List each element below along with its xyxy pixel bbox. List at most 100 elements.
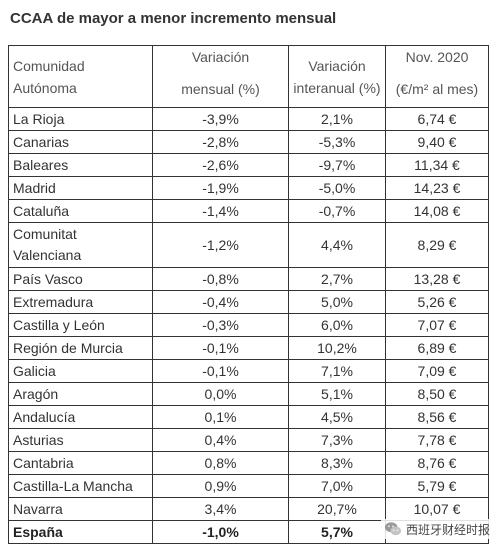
cell-region: Madrid	[8, 176, 153, 200]
cell-region: Aragón	[8, 382, 153, 406]
cell-region: Comunitat Valenciana	[8, 222, 153, 268]
cell-monthly: 0,0%	[152, 382, 289, 406]
table-row: Cataluña -1,4% -0,7% 14,08 €	[8, 199, 489, 223]
cell-price: 9,40 €	[385, 130, 489, 154]
cell-monthly: 3,4%	[152, 497, 289, 521]
cell-region: País Vasco	[8, 267, 153, 291]
cell-monthly: -0,1%	[152, 359, 289, 383]
cell-yearly: 8,3%	[288, 451, 386, 475]
cell-price: 5,79 €	[385, 474, 489, 498]
cell-region: Baleares	[8, 153, 153, 177]
cell-monthly: -0,8%	[152, 267, 289, 291]
cell-monthly: 0,9%	[152, 474, 289, 498]
table-row: Baleares -2,6% -9,7% 11,34 €	[8, 153, 489, 177]
cell-price: 8,76 €	[385, 451, 489, 475]
cell-yearly: 2,7%	[288, 267, 386, 291]
cell-monthly: -3,9%	[152, 107, 289, 131]
cell-monthly: -1,2%	[152, 222, 289, 268]
cell-region: Andalucía	[8, 405, 153, 429]
wechat-icon	[384, 522, 402, 536]
cell-yearly: -5,0%	[288, 176, 386, 200]
table-row: Galicia -0,1% 7,1% 7,09 €	[8, 359, 489, 383]
page-title: CCAA de mayor a menor incremento mensual	[10, 10, 337, 27]
cell-yearly: 2,1%	[288, 107, 386, 131]
cell-yearly: 20,7%	[288, 497, 386, 521]
table-header-row: Comunidad Autónoma Variación mensual (%)…	[8, 45, 489, 108]
cell-yearly: -5,3%	[288, 130, 386, 154]
cell-yearly: 5,0%	[288, 290, 386, 314]
table-row: Castilla-La Mancha 0,9% 7,0% 5,79 €	[8, 474, 489, 498]
cell-monthly: -1,4%	[152, 199, 289, 223]
cell-region: Galicia	[8, 359, 153, 383]
cell-price: 8,50 €	[385, 382, 489, 406]
cell-region: Navarra	[8, 497, 153, 521]
header-yearly: Variación interanual (%)	[288, 45, 386, 108]
table-row: Madrid -1,9% -5,0% 14,23 €	[8, 176, 489, 200]
cell-yearly: 6,0%	[288, 313, 386, 337]
rent-variation-table: Comunidad Autónoma Variación mensual (%)…	[8, 45, 489, 544]
cell-price: 7,07 €	[385, 313, 489, 337]
table-row: Cantabria 0,8% 8,3% 8,76 €	[8, 451, 489, 475]
cell-price: 11,34 €	[385, 153, 489, 177]
cell-region: Canarias	[8, 130, 153, 154]
header-monthly: Variación mensual (%)	[152, 45, 289, 108]
cell-price: 8,29 €	[385, 222, 489, 268]
cell-monthly: 0,8%	[152, 451, 289, 475]
cell-monthly: -0,3%	[152, 313, 289, 337]
cell-price: 7,09 €	[385, 359, 489, 383]
cell-price: 13,28 €	[385, 267, 489, 291]
cell-price: 14,23 €	[385, 176, 489, 200]
cell-monthly: 0,4%	[152, 428, 289, 452]
header-monthly-line1: Variación	[191, 49, 250, 65]
table-row: Navarra 3,4% 20,7% 10,07 €	[8, 497, 489, 521]
cell-price: 6,74 €	[385, 107, 489, 131]
header-monthly-line2: mensual (%)	[181, 81, 260, 97]
cell-yearly: 7,3%	[288, 428, 386, 452]
cell-region: Extremadura	[8, 290, 153, 314]
cell-monthly: -2,8%	[152, 130, 289, 154]
watermark-text: 西班牙财经时报	[405, 522, 490, 537]
table-row: País Vasco -0,8% 2,7% 13,28 €	[8, 267, 489, 291]
table-row: Extremadura -0,4% 5,0% 5,26 €	[8, 290, 489, 314]
cell-price: 6,89 €	[385, 336, 489, 360]
table-row: Aragón 0,0% 5,1% 8,50 €	[8, 382, 489, 406]
cell-monthly: -1,0%	[152, 520, 289, 544]
table-row: Comunitat Valenciana -1,2% 4,4% 8,29 €	[8, 222, 489, 268]
table-body: La Rioja -3,9% 2,1% 6,74 € Canarias -2,8% -5,…	[8, 107, 489, 544]
cell-region: Región de Murcia	[8, 336, 153, 360]
cell-yearly: 10,2%	[288, 336, 386, 360]
cell-monthly: -0,4%	[152, 290, 289, 314]
cell-yearly: 7,0%	[288, 474, 386, 498]
cell-region: Cantabria	[8, 451, 153, 475]
cell-monthly: 0,1%	[152, 405, 289, 429]
cell-yearly: 5,1%	[288, 382, 386, 406]
cell-yearly: 4,4%	[288, 222, 386, 268]
cell-yearly: 5,7%	[288, 520, 386, 544]
table-row: Asturias 0,4% 7,3% 7,78 €	[8, 428, 489, 452]
cell-monthly: -2,6%	[152, 153, 289, 177]
cell-price: 8,56 €	[385, 405, 489, 429]
header-price-line1: Nov. 2020	[405, 49, 469, 65]
table-row: Andalucía 0,1% 4,5% 8,56 €	[8, 405, 489, 429]
cell-yearly: -9,7%	[288, 153, 386, 177]
header-price-line2: (€/m² al mes)	[395, 81, 479, 97]
table-row: Canarias -2,8% -5,3% 9,40 €	[8, 130, 489, 154]
cell-price: 5,26 €	[385, 290, 489, 314]
cell-price: 7,78 €	[385, 428, 489, 452]
cell-monthly: -0,1%	[152, 336, 289, 360]
cell-price: 14,08 €	[385, 199, 489, 223]
cell-region: Asturias	[8, 428, 153, 452]
table-row: Región de Murcia -0,1% 10,2% 6,89 €	[8, 336, 489, 360]
table-row: Castilla y León -0,3% 6,0% 7,07 €	[8, 313, 489, 337]
table-row: La Rioja -3,9% 2,1% 6,74 €	[8, 107, 489, 131]
cell-yearly: -0,7%	[288, 199, 386, 223]
cell-region: España	[8, 520, 153, 544]
cell-yearly: 7,1%	[288, 359, 386, 383]
header-price: Nov. 2020 (€/m² al mes)	[385, 45, 489, 108]
cell-yearly: 4,5%	[288, 405, 386, 429]
cell-region: Castilla-La Mancha	[8, 474, 153, 498]
cell-region: Castilla y León	[8, 313, 153, 337]
cell-price: 10,07 €	[385, 497, 489, 521]
cell-region: La Rioja	[8, 107, 153, 131]
watermark: 西班牙财经时报	[380, 519, 493, 539]
